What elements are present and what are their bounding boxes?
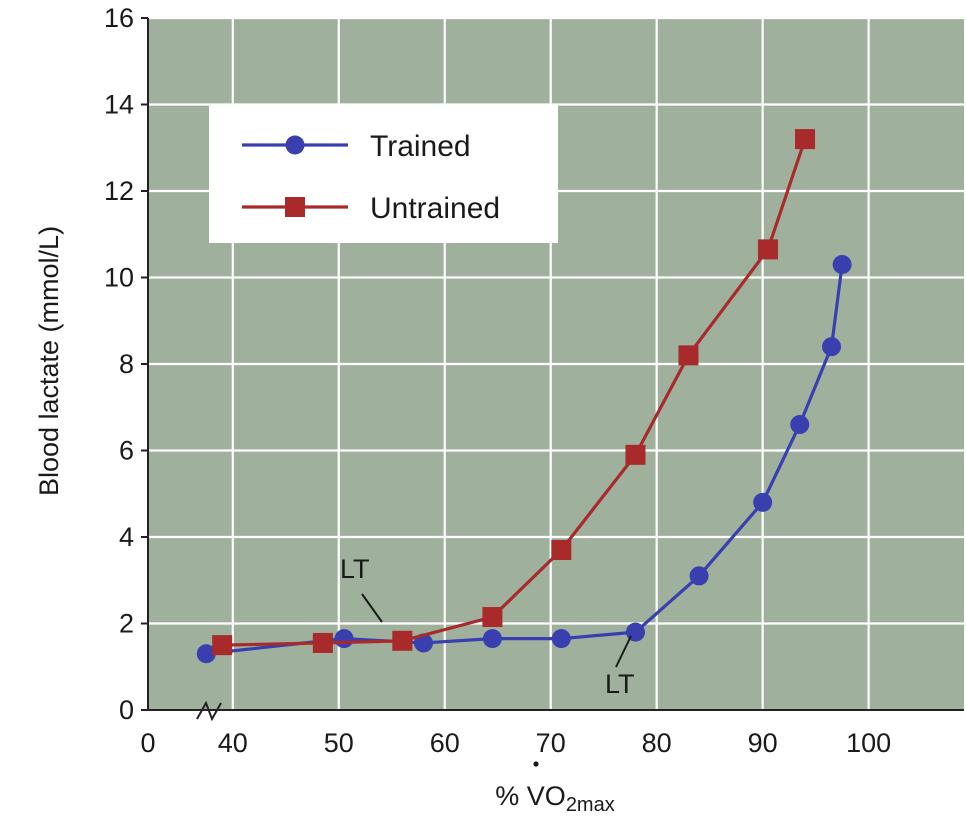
lt-trained-label: LT bbox=[605, 669, 635, 699]
y-tick-label: 2 bbox=[119, 609, 134, 639]
legend-label-untrained: Untrained bbox=[370, 192, 500, 225]
data-point-untrained bbox=[312, 632, 333, 653]
data-point-trained bbox=[551, 629, 571, 649]
x-tick-label: 40 bbox=[218, 728, 248, 758]
lt-trained-leader bbox=[615, 635, 632, 668]
y-tick-label: 14 bbox=[104, 90, 134, 120]
x-tick-label: 70 bbox=[536, 728, 566, 758]
x-axis-break-mark bbox=[196, 700, 222, 722]
vo2-dot-accent bbox=[533, 761, 539, 767]
y-tick-label: 0 bbox=[119, 695, 134, 725]
lt-untrained-annotation: LT bbox=[340, 554, 383, 623]
x-tick-label: 100 bbox=[846, 728, 891, 758]
y-tick-label: 16 bbox=[104, 3, 134, 33]
data-point-untrained bbox=[678, 345, 699, 366]
legend-marker-untrained bbox=[285, 197, 305, 217]
x-axis-label-prefix: % bbox=[495, 781, 527, 811]
data-point-trained bbox=[414, 633, 434, 653]
data-point-untrained bbox=[551, 539, 572, 560]
x-tick-label: 60 bbox=[430, 728, 460, 758]
legend-box bbox=[209, 105, 558, 243]
data-point-trained bbox=[196, 644, 216, 664]
legend-items: Trained Untrained bbox=[242, 130, 500, 225]
lt-trained-annotation: LT bbox=[605, 635, 635, 699]
y-tick-label: 6 bbox=[119, 436, 134, 466]
data-point-trained bbox=[790, 415, 810, 435]
y-tick-label: 12 bbox=[104, 176, 134, 206]
x-axis-label: % VO2max bbox=[495, 781, 614, 816]
data-point-trained bbox=[832, 255, 852, 275]
x-axis-label-sub: 2max bbox=[566, 794, 615, 816]
y-tick-label: 4 bbox=[119, 522, 134, 552]
x-tick-label: 50 bbox=[324, 728, 354, 758]
y-tick-label: 10 bbox=[104, 263, 134, 293]
y-tick-label: 8 bbox=[119, 349, 134, 379]
lt-untrained-label: LT bbox=[340, 554, 370, 584]
x-tick-label: 0 bbox=[140, 728, 155, 758]
y-axis-label: Blood lactate (mmol/L) bbox=[34, 226, 64, 496]
legend-marker-trained bbox=[285, 135, 305, 155]
data-point-untrained bbox=[392, 630, 413, 651]
y-axis-ticks: 0 2 4 6 8 10 12 14 16 bbox=[104, 3, 148, 725]
data-point-untrained bbox=[625, 444, 646, 465]
data-point-trained bbox=[482, 629, 502, 649]
data-point-untrained bbox=[795, 129, 816, 150]
x-axis-ticks: 0 40 50 60 70 80 90 100 bbox=[140, 728, 891, 758]
lt-untrained-leader bbox=[361, 593, 383, 623]
data-point-trained bbox=[822, 337, 842, 357]
x-axis-label-main: VO bbox=[527, 781, 566, 811]
series-layer bbox=[196, 129, 852, 664]
data-point-untrained bbox=[482, 607, 503, 628]
data-point-untrained bbox=[757, 239, 778, 260]
legend: Trained Untrained bbox=[209, 105, 558, 243]
data-point-trained bbox=[753, 492, 773, 512]
data-point-untrained bbox=[212, 635, 233, 656]
data-point-trained bbox=[689, 566, 709, 586]
x-tick-label: 90 bbox=[748, 728, 778, 758]
data-point-trained bbox=[334, 629, 354, 649]
x-tick-label: 80 bbox=[642, 728, 672, 758]
legend-label-trained: Trained bbox=[370, 130, 471, 163]
